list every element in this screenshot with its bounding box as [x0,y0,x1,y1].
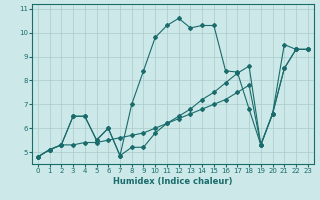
X-axis label: Humidex (Indice chaleur): Humidex (Indice chaleur) [113,177,233,186]
